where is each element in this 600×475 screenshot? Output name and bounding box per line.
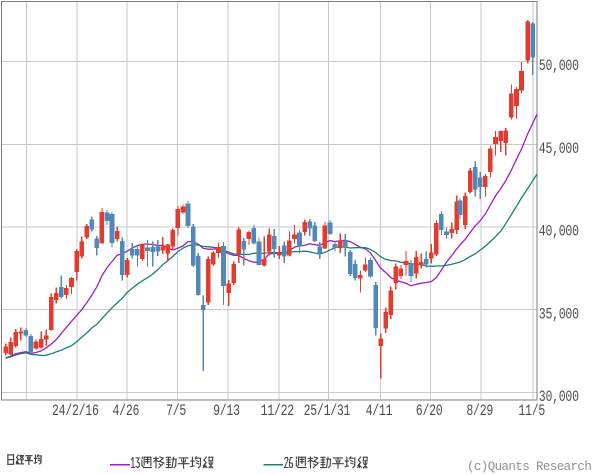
svg-text:9/13: 9/13 (213, 402, 240, 420)
svg-text:30,000: 30,000 (539, 388, 579, 406)
svg-text:40,000: 40,000 (539, 223, 579, 241)
svg-text:7/5: 7/5 (166, 402, 186, 420)
svg-text:35,000: 35,000 (539, 306, 579, 324)
svg-text:4/26: 4/26 (113, 402, 140, 420)
svg-text:8/29: 8/29 (466, 402, 493, 420)
svg-text:11/22: 11/22 (261, 402, 294, 420)
svg-text:50,000: 50,000 (539, 57, 579, 75)
svg-text:11/5: 11/5 (518, 402, 545, 420)
svg-text:6/20: 6/20 (416, 402, 443, 420)
svg-text:24/2/16: 24/2/16 (52, 402, 99, 420)
svg-text:(c)Quants Research: (c)Quants Research (467, 460, 591, 474)
svg-text:45,000: 45,000 (539, 140, 579, 158)
svg-text:4/11: 4/11 (366, 402, 393, 420)
svg-text:25/1/31: 25/1/31 (304, 402, 351, 420)
